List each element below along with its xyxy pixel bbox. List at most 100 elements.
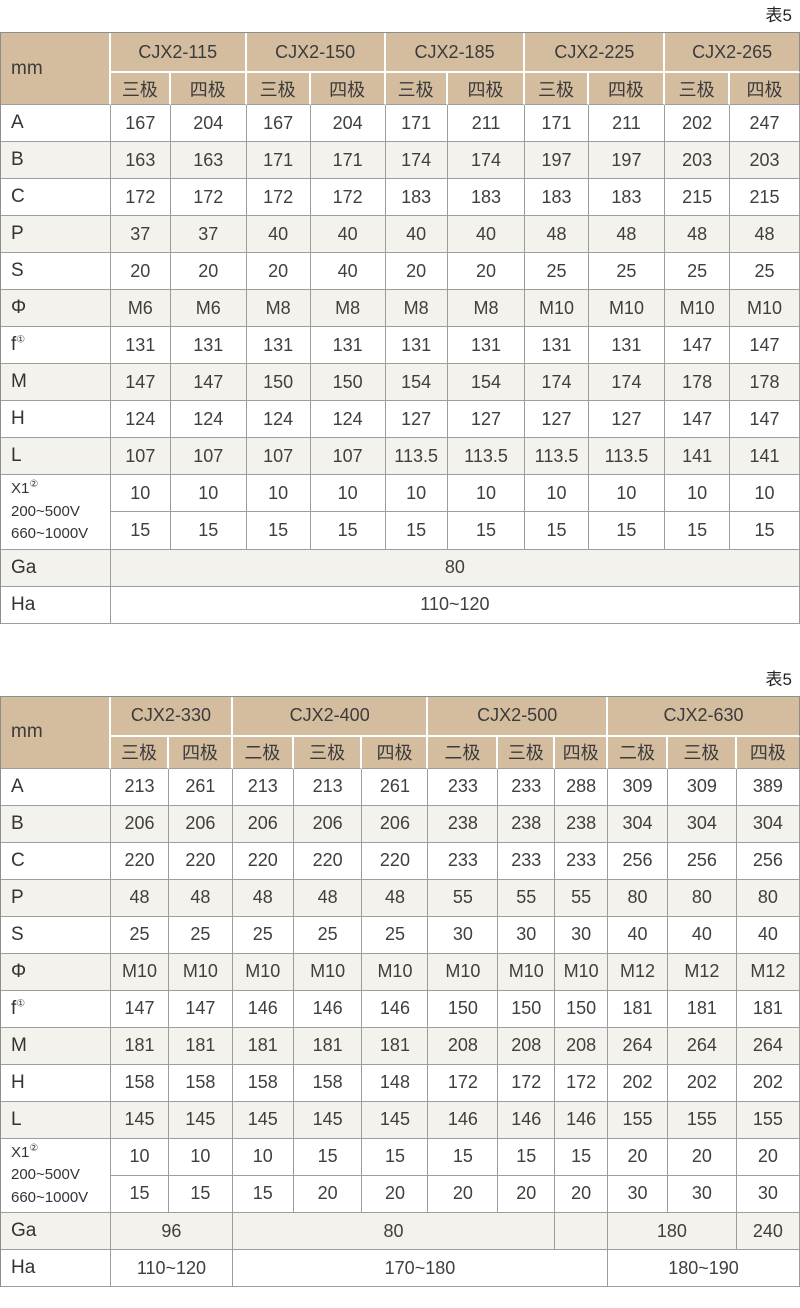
value-cell: 158 — [110, 1064, 169, 1102]
value-cell: 131 — [246, 327, 311, 364]
value-cell: 256 — [667, 842, 737, 880]
value-cell: 171 — [385, 105, 448, 142]
value-cell: 40 — [736, 916, 800, 954]
row-label: Ga — [1, 549, 111, 587]
value-cell: 158 — [232, 1064, 294, 1102]
value-cell: 172 — [310, 179, 386, 216]
value-cell: 131 — [447, 327, 526, 364]
value-cell: 30 — [428, 916, 499, 954]
row-label: S — [1, 253, 111, 290]
value-cell: 25 — [362, 916, 429, 954]
row-label: S — [1, 916, 111, 954]
value-cell: 25 — [293, 916, 363, 954]
value-cell: 107 — [110, 438, 171, 475]
pole-header: 三极 — [498, 736, 556, 769]
value-cell: 127 — [588, 401, 666, 438]
value-cell: 146 — [293, 990, 363, 1028]
value-cell: 15 — [232, 1175, 294, 1213]
value-cell: 20 — [246, 253, 311, 290]
value-cell: 197 — [525, 142, 589, 179]
value-cell: 147 — [730, 327, 800, 364]
value-cell: 10 — [168, 1138, 233, 1176]
value-cell: 146 — [232, 990, 294, 1028]
value-cell: M10 — [168, 953, 233, 991]
row-label: Φ — [1, 953, 111, 991]
value-cell: 150 — [498, 990, 556, 1028]
value-cell: 127 — [447, 401, 526, 438]
value-cell: 304 — [607, 805, 668, 843]
value-cell: M6 — [170, 290, 247, 327]
pole-header: 四极 — [555, 736, 608, 769]
table-row: Φ M10 M10 M10 M10 M10 M10 M10 M10 M12 M12 M12 — [1, 953, 800, 991]
value-cell: 15 — [588, 512, 666, 550]
pole-header: 四极 — [588, 73, 666, 105]
value-cell: 238 — [555, 805, 608, 843]
value-cell: 10 — [110, 1138, 169, 1176]
value-cell: 131 — [110, 327, 171, 364]
value-cell: 113.5 — [385, 438, 448, 475]
model-header: CJX2-630 — [607, 696, 800, 737]
value-cell: 10 — [232, 1138, 294, 1176]
value-cell: 213 — [293, 768, 363, 806]
value-cell: 107 — [310, 438, 386, 475]
value-cell: M8 — [310, 290, 386, 327]
value-cell: 20 — [736, 1138, 800, 1176]
value-cell: 197 — [588, 142, 666, 179]
row-label: P — [1, 216, 111, 253]
value-cell: 113.5 — [588, 438, 666, 475]
table-body: A 167 204 167 204 171 211 171 211 202 247 B 163 163 17… — [1, 105, 800, 624]
value-cell: M10 — [525, 290, 589, 327]
table-row: M 147 147 150 150 154 154 174 174 178 178 — [1, 364, 800, 401]
value-cell: 264 — [607, 1027, 668, 1065]
value-cell: 15 — [385, 512, 448, 550]
row-label: A — [1, 105, 111, 142]
value-cell: 131 — [310, 327, 386, 364]
pole-header: 三极 — [293, 736, 363, 769]
model-header: CJX2-115 — [110, 33, 247, 73]
table-row: Ha 110~120 170~180 180~190 — [1, 1250, 800, 1287]
value-cell: 172 — [170, 179, 247, 216]
value-cell: 15 — [498, 1138, 556, 1176]
value-cell: 145 — [168, 1101, 233, 1139]
value-cell: 127 — [525, 401, 589, 438]
value-cell: M8 — [246, 290, 311, 327]
value-cell: 131 — [385, 327, 448, 364]
pole-header: 四极 — [170, 73, 247, 105]
value-cell: 147 — [170, 364, 247, 401]
table-row: Φ M6 M6 M8 M8 M8 M8 M10 M10 M10 M10 — [1, 290, 800, 327]
table-row: C 220 220 220 220 220 233 233 233 256 256 256 — [1, 842, 800, 880]
value-cell: 20 — [428, 1175, 499, 1213]
pole-header: 三极 — [110, 736, 169, 769]
pole-header: 三极 — [110, 73, 171, 105]
value-cell: 147 — [665, 401, 731, 438]
table-row: L 107 107 107 107 113.5 113.5 113.5 113.5 141 141 — [1, 438, 800, 475]
value-cell: 206 — [362, 805, 429, 843]
pole-header: 二极 — [428, 736, 499, 769]
value-cell: 20 — [498, 1175, 556, 1213]
value-cell: 202 — [736, 1064, 800, 1102]
value-cell: 171 — [246, 142, 311, 179]
row-label: Ga — [1, 1213, 111, 1250]
row-label: Φ — [1, 290, 111, 327]
value-cell: 256 — [736, 842, 800, 880]
value-cell: 233 — [555, 842, 608, 880]
value-cell: 48 — [588, 216, 666, 253]
value-cell: 48 — [232, 879, 294, 917]
span-value-cell: 180~190 — [607, 1250, 800, 1287]
value-cell: 171 — [525, 105, 589, 142]
value-cell: 25 — [665, 253, 731, 290]
value-cell: 178 — [730, 364, 800, 401]
pole-header-row: 三极 四极 二极 三极 四极 二极 三极 四极 二极 三极 四极 — [1, 736, 800, 769]
value-cell: 206 — [293, 805, 363, 843]
value-cell: M12 — [607, 953, 668, 991]
value-cell: 145 — [293, 1101, 363, 1139]
value-cell: 40 — [310, 216, 386, 253]
value-cell: 55 — [555, 879, 608, 917]
value-cell: 113.5 — [525, 438, 589, 475]
row-label: A — [1, 768, 111, 806]
value-cell: 20 — [667, 1138, 737, 1176]
value-cell: 15 — [555, 1138, 608, 1176]
value-cell: 183 — [588, 179, 666, 216]
table-row: P 48 48 48 48 48 55 55 55 80 80 80 — [1, 879, 800, 917]
table-row: S 25 25 25 25 25 30 30 30 40 40 40 — [1, 916, 800, 954]
